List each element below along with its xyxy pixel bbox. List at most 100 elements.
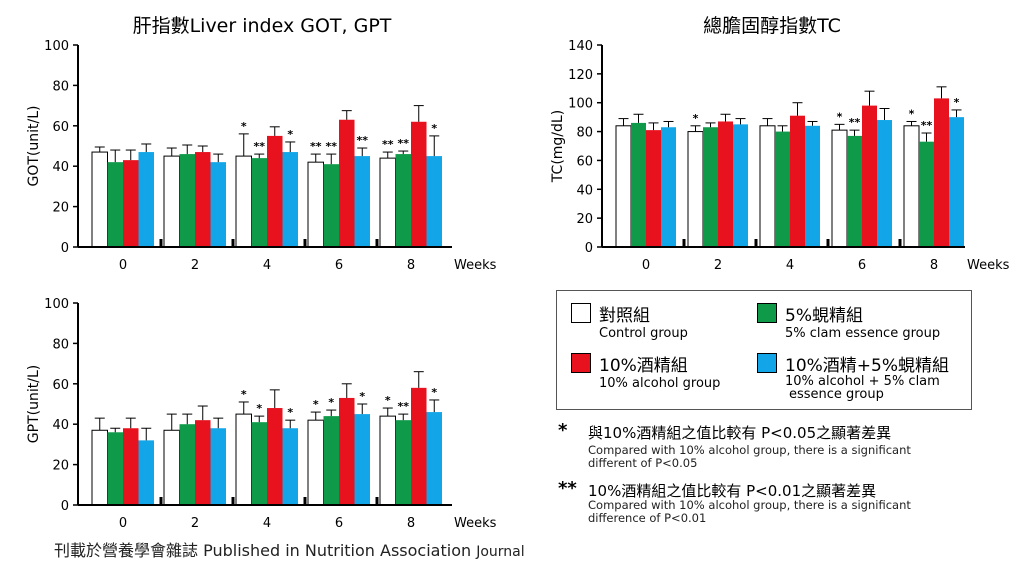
chart-got-bar-combo-2 <box>210 162 226 247</box>
legend-label-combo-zh: 10%酒精+5%蜆精組 <box>785 356 949 376</box>
chart-gpt-bar-clam-4 <box>251 422 267 505</box>
chart-got-xtick-label-2: 2 <box>191 258 199 273</box>
chart-got-bar-alcohol-4 <box>267 135 283 247</box>
chart-gpt-bar-control-8 <box>379 415 396 506</box>
chart-got-sig-clam-8: ** <box>397 137 409 150</box>
chart-gpt-sig-control-4: * <box>241 388 247 401</box>
chart-got-sig-combo-4: * <box>287 128 293 141</box>
chart-gpt-ytick-label: 20 <box>52 459 69 474</box>
chart-gpt-sig-clam-8: ** <box>397 400 409 413</box>
chart-got-ytick-label: 40 <box>52 160 69 175</box>
chart-tc-ytick-label: 140 <box>568 39 593 54</box>
chart-got-bar-combo-6 <box>354 156 370 247</box>
legend-label-combo-en: 10% alcohol + 5% clam <box>785 374 940 389</box>
chart-tc-xtick-label-6: 6 <box>858 258 866 273</box>
legend-label-combo-en2: essence group <box>789 387 884 402</box>
chart-gpt-bar-alcohol-8 <box>411 387 427 505</box>
chart-tc-xtick-label-4: 4 <box>786 258 794 273</box>
chart-tc-bar-alcohol-2 <box>718 121 733 247</box>
chart-gpt-bar-clam-8 <box>395 420 411 505</box>
chart-gpt-bar-control-0 <box>91 429 108 506</box>
chart-gpt-xtick-label-2: 2 <box>191 516 199 531</box>
chart-tc-sig-clam-8: ** <box>921 119 933 132</box>
note-p005-zh: 與10%酒精組之值比較有 P<0.05之顯著差異 <box>588 424 892 442</box>
chart-tc-bar-combo-0 <box>661 127 676 247</box>
chart-gpt-sig-control-8: * <box>385 394 391 407</box>
chart-gpt-xlabel: Weeks <box>454 516 497 531</box>
chart-tc-bar-control-2 <box>687 131 704 248</box>
chart-tc-bar-control-8 <box>903 125 920 248</box>
chart-tc-sig-control-6: * <box>837 110 843 123</box>
note-p001-zh: 10%酒精組之值比較有 P<0.01之顯著差異 <box>588 482 877 500</box>
legend-label-alcohol-zh: 10%酒精組 <box>599 356 688 376</box>
chart-tc-ytick-label: 20 <box>576 212 593 227</box>
chart-tc-ytick-label: 60 <box>576 154 593 169</box>
chart-got-ytick-label: 60 <box>52 120 69 135</box>
chart-got-xtick-label-0: 0 <box>119 258 127 273</box>
chart-gpt-ytick-label: 100 <box>44 297 69 312</box>
legend-swatch-combo <box>757 353 777 373</box>
chart-got-ylabel: GOT(unit/L) <box>26 106 42 187</box>
chart-gpt-bar-combo-6 <box>354 414 370 505</box>
footer-main: 刊載於營養學會雜誌 Published in Nutrition Associa… <box>54 541 472 560</box>
chart-tc-bar-control-4 <box>759 125 776 248</box>
chart-got-bar-control-8 <box>379 157 396 248</box>
chart-gpt-bar-alcohol-2 <box>195 420 211 505</box>
chart-tc-bar-control-6 <box>831 129 848 248</box>
chart-tc-ytick-label: 0 <box>585 241 593 256</box>
chart-got-bar-control-2 <box>163 155 180 248</box>
chart-gpt-bar-alcohol-0 <box>123 428 139 505</box>
note-p001-en1: Compared with 10% alcohol group, there i… <box>588 498 911 512</box>
chart-gpt-sig-clam-6: * <box>328 396 334 409</box>
chart-tc-bar-clam-0 <box>631 122 646 247</box>
chart-got-bar-clam-4 <box>251 158 267 247</box>
legend-swatch-alcohol <box>571 353 591 373</box>
legend-label-clam-zh: 5%蜆精組 <box>785 306 863 326</box>
chart-got-bar-control-0 <box>91 151 108 248</box>
chart-got-bar-combo-8 <box>426 156 442 247</box>
chart-tc-sig-clam-6: ** <box>849 116 861 129</box>
chart-got-bar-clam-0 <box>107 162 123 247</box>
chart-gpt-ytick-label: 0 <box>61 499 69 514</box>
chart-got-xtick-label-4: 4 <box>263 258 271 273</box>
chart-got-bar-control-4 <box>235 155 252 248</box>
chart-got-sig-control-8: ** <box>382 138 394 151</box>
legend-label-clam-en: 5% clam essence group <box>785 326 941 341</box>
chart-tc-bar-combo-2 <box>733 124 748 247</box>
chart-tc-xtick-label-2: 2 <box>714 258 722 273</box>
legend-label-control-en: Control group <box>599 326 688 341</box>
chart-gpt-bar-alcohol-4 <box>267 408 283 505</box>
chart-gpt-sig-control-6: * <box>313 398 319 411</box>
note-p005-en1: Compared with 10% alcohol group, there i… <box>588 443 911 457</box>
footer-journal: Journal <box>476 544 525 560</box>
chart-got-bar-clam-6 <box>323 164 339 247</box>
chart-got-sig-clam-4: ** <box>253 140 265 153</box>
chart-gpt-sig-combo-8: * <box>431 386 437 399</box>
chart-gpt-ylabel: GPT(unit/L) <box>26 365 42 443</box>
chart-got-bar-clam-8 <box>395 154 411 247</box>
chart-got-xtick-label-6: 6 <box>335 258 343 273</box>
chart-got-bar-clam-2 <box>179 154 195 247</box>
chart-got-bar-combo-0 <box>138 152 154 247</box>
chart-got-sig-control-6: ** <box>310 140 322 153</box>
chart-tc-ytick-label: 40 <box>576 183 593 198</box>
chart-gpt-bar-alcohol-6 <box>339 397 355 505</box>
chart-tc-xlabel: Weeks <box>967 258 1010 273</box>
chart-tc-bar-clam-6 <box>847 135 862 247</box>
chart-tc-bar-clam-8 <box>919 141 934 247</box>
chart-got-xtick-label-8: 8 <box>407 258 415 273</box>
chart-got-bar-alcohol-2 <box>195 152 211 247</box>
chart-gpt-xtick-label-0: 0 <box>119 516 127 531</box>
chart-tc-xtick-label-8: 8 <box>930 258 938 273</box>
chart-tc-xtick-label-0: 0 <box>642 258 650 273</box>
chart-gpt-xtick-label-6: 6 <box>335 516 343 531</box>
chart-tc-bar-combo-8 <box>949 117 964 248</box>
chart-tc-bar-clam-4 <box>775 131 790 247</box>
note-p005-en2: different of P<0.05 <box>588 456 698 470</box>
chart-gpt-bar-combo-4 <box>282 428 298 505</box>
chart-tc-bar-combo-4 <box>805 125 820 247</box>
chart-tc-title: 總膽固醇指數TC <box>703 15 841 37</box>
legend-label-alcohol-en: 10% alcohol group <box>599 376 721 391</box>
legend-label-control-zh: 對照組 <box>599 306 650 326</box>
chart-gpt-sig-combo-6: * <box>359 390 365 403</box>
